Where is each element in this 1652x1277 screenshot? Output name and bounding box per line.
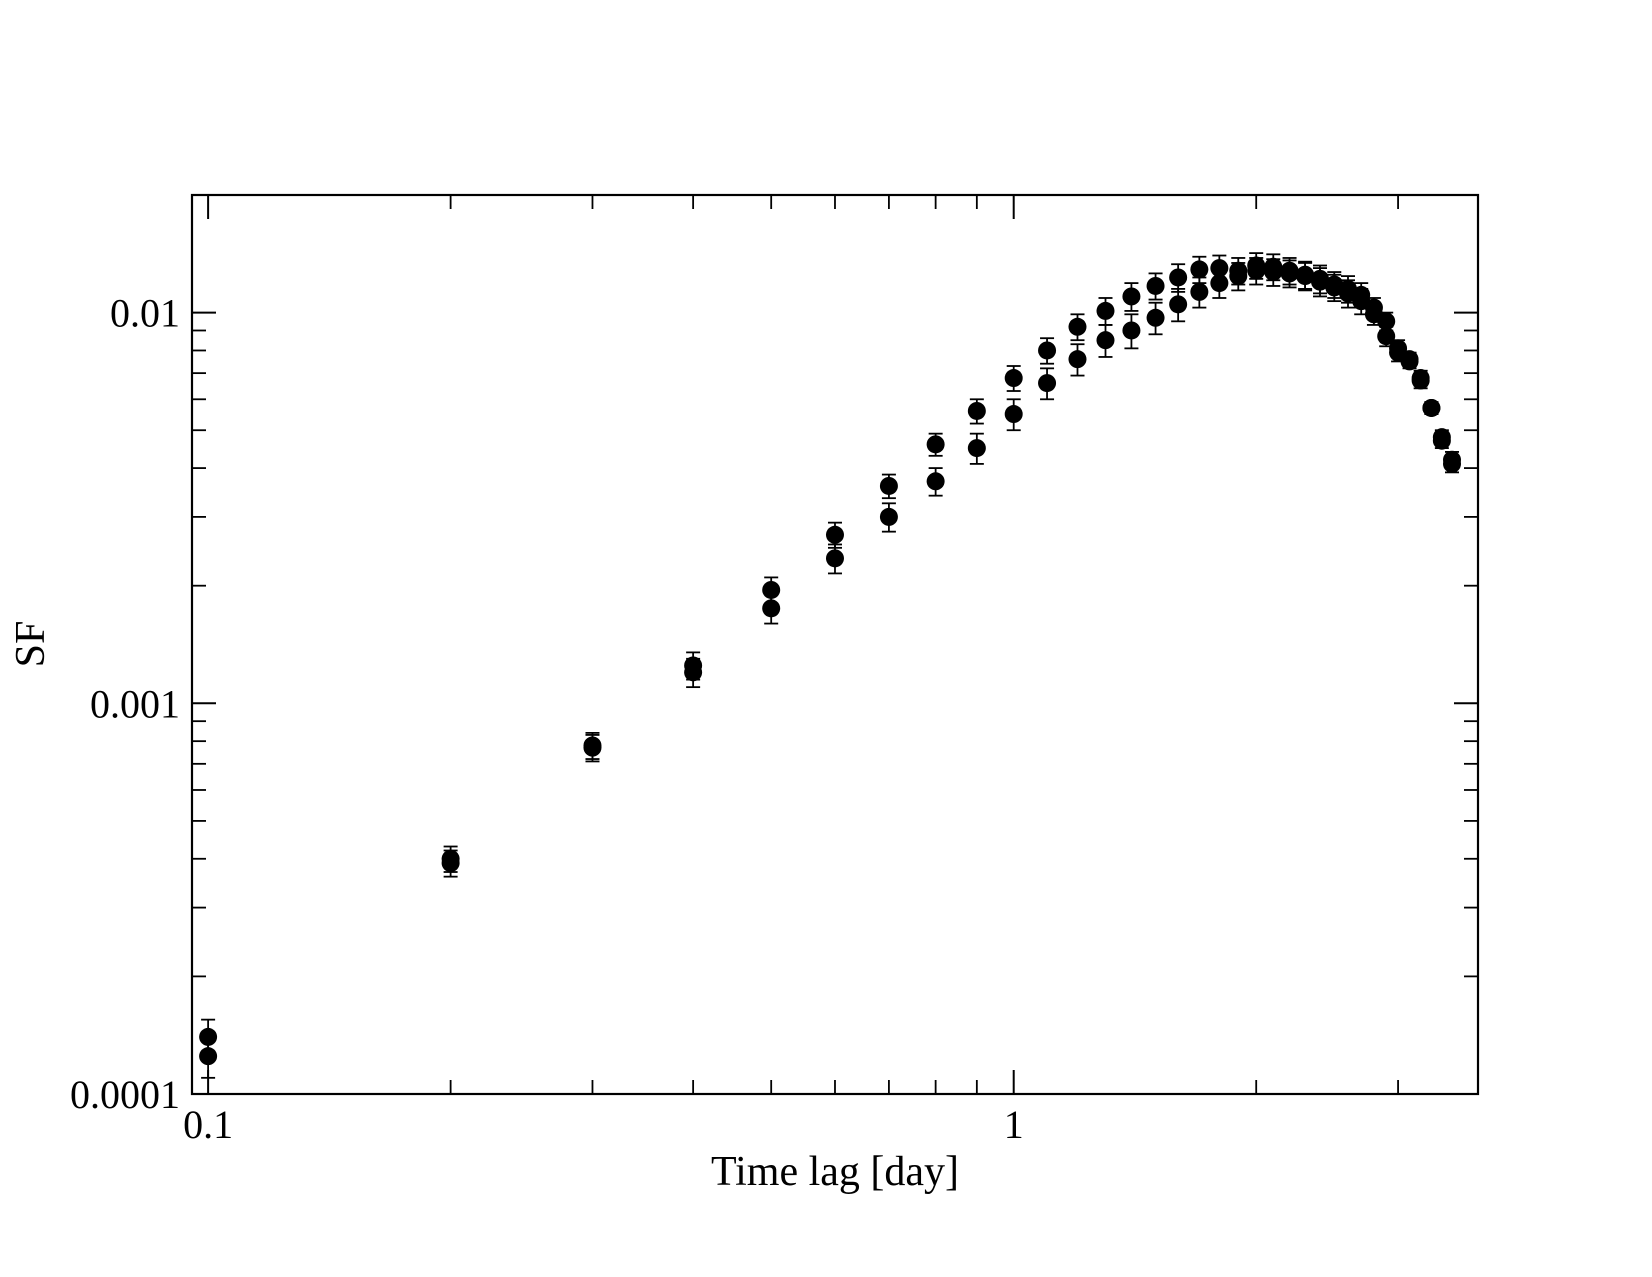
- data-point-series-1: [1096, 301, 1115, 320]
- plot-frame: [190, 193, 1480, 1096]
- y-tick-label: 0.01: [110, 291, 180, 336]
- data-point-series-2: [1400, 352, 1419, 371]
- data-point-series-2: [1096, 331, 1115, 350]
- data-point-series-2: [1280, 264, 1299, 283]
- x-axis-label: Time lag [day]: [711, 1149, 959, 1195]
- y-axis-label: SF: [8, 621, 54, 668]
- data-point-series-2: [1229, 267, 1248, 286]
- data-point-series-2: [1122, 321, 1141, 340]
- data-point-series-1: [1190, 260, 1209, 279]
- y-tick-labels: 0.0001 0.001 0.01: [70, 291, 180, 1117]
- data-point-series-2: [583, 738, 602, 757]
- data-point-series-2: [825, 549, 844, 568]
- data-point-series-1: [1210, 259, 1229, 278]
- x-tick-label: 0.1: [183, 1102, 233, 1147]
- data-point-series-2: [684, 663, 703, 682]
- data-point-series-1: [879, 476, 898, 495]
- error-bars: [201, 252, 1460, 1079]
- data-point-series-2: [1004, 405, 1023, 424]
- data-point-series-1: [967, 401, 986, 420]
- data-point-series-2: [1443, 454, 1462, 473]
- data-point-series-2: [441, 849, 460, 868]
- y-tick-label: 0.001: [90, 681, 180, 726]
- x-tick-label: 1: [1004, 1102, 1024, 1147]
- data-point-series-2: [762, 599, 781, 618]
- data-point-series-2: [1325, 278, 1344, 297]
- data-point-series-2: [1210, 274, 1229, 293]
- data-point-series-2: [1364, 305, 1383, 324]
- data-point-series-2: [926, 472, 945, 491]
- data-point-series-1: [1169, 268, 1188, 287]
- data-markers: [199, 256, 1462, 1066]
- y-tick-label: 0.0001: [70, 1072, 180, 1117]
- x-tick-labels: 0.1 1: [183, 1102, 1024, 1147]
- major-ticks: [192, 195, 1478, 1095]
- data-point-series-2: [1038, 374, 1057, 393]
- data-point-series-1: [762, 580, 781, 599]
- data-point-series-2: [1146, 308, 1165, 327]
- data-point-series-1: [1004, 369, 1023, 388]
- data-point-series-2: [1247, 261, 1266, 280]
- data-point-series-1: [1122, 287, 1141, 306]
- data-point-series-2: [1432, 431, 1451, 450]
- data-point-series-1: [825, 525, 844, 544]
- data-point-series-2: [967, 439, 986, 458]
- data-point-series-2: [1068, 350, 1087, 369]
- data-point-series-2: [1190, 282, 1209, 301]
- data-point-series-2: [1411, 371, 1430, 390]
- data-point-series-1: [926, 435, 945, 454]
- data-point-series-2: [1310, 272, 1329, 291]
- data-point-series-2: [1169, 295, 1188, 314]
- data-point-series-2: [199, 1047, 218, 1066]
- data-point-series-1: [1068, 317, 1087, 336]
- data-point-series-1: [1038, 341, 1057, 360]
- data-point-series-2: [1264, 263, 1283, 282]
- data-point-series-1: [199, 1027, 218, 1046]
- data-point-series-2: [1352, 292, 1371, 311]
- data-point-series-1: [1146, 276, 1165, 295]
- data-point-series-2: [879, 507, 898, 526]
- data-point-series-2: [1422, 398, 1441, 417]
- data-point-series-2: [1339, 284, 1358, 303]
- data-point-series-2: [1377, 327, 1396, 346]
- data-point-series-2: [1296, 267, 1315, 286]
- minor-ticks: [192, 195, 1478, 1094]
